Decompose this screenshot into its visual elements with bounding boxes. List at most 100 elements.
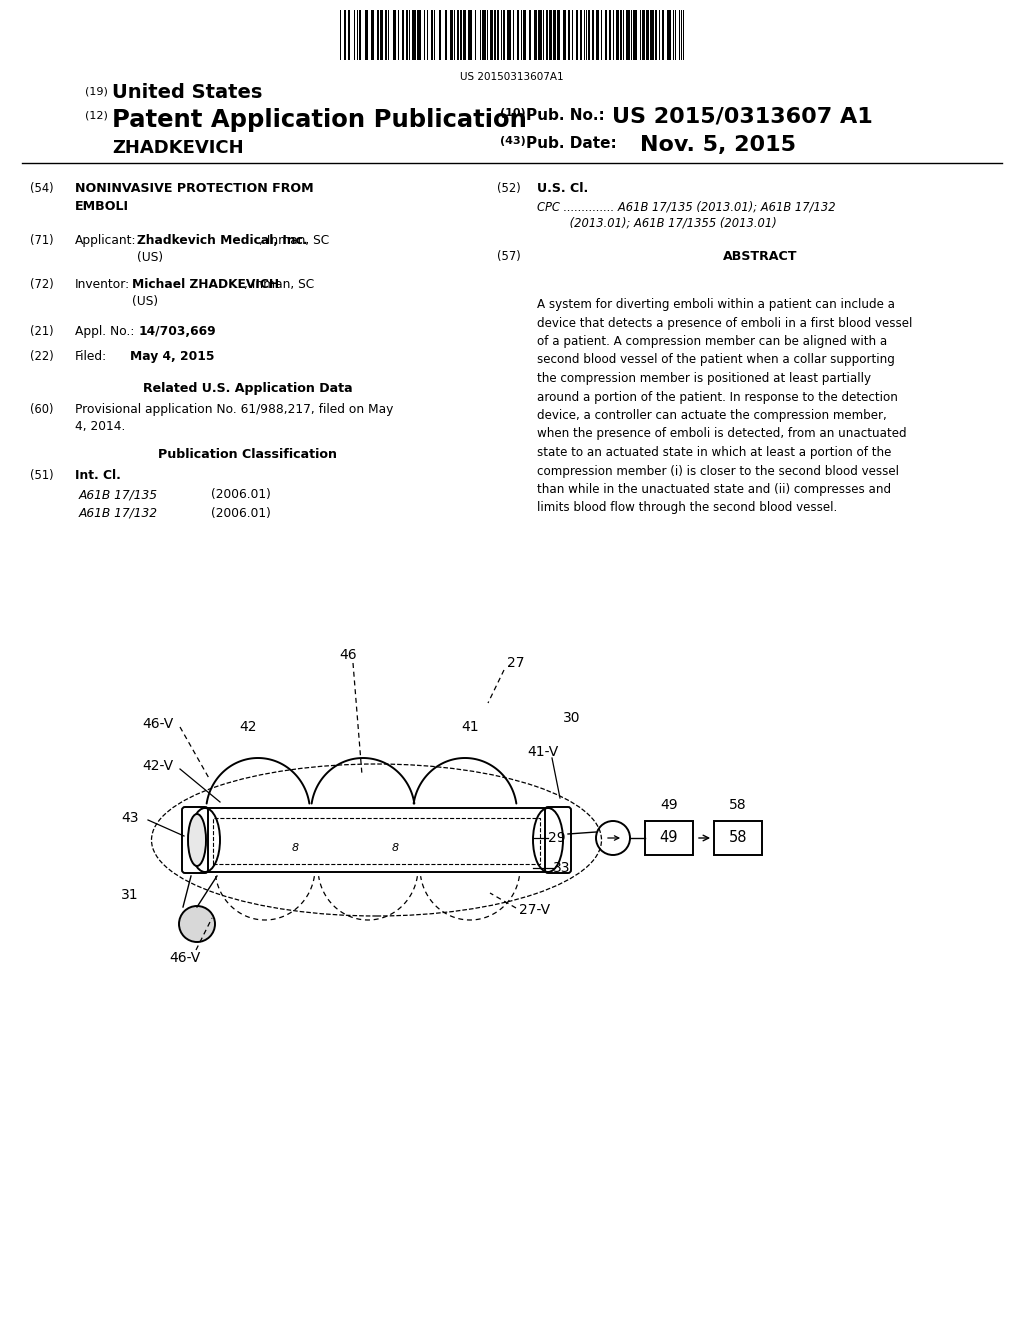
Bar bbox=[402, 11, 404, 59]
Text: (US): (US) bbox=[137, 251, 163, 264]
Text: (72): (72) bbox=[30, 279, 53, 290]
Text: 30: 30 bbox=[563, 711, 581, 725]
Text: Int. Cl.: Int. Cl. bbox=[75, 469, 121, 482]
Text: Inventor:: Inventor: bbox=[75, 279, 130, 290]
Bar bbox=[568, 11, 570, 59]
Bar bbox=[609, 11, 611, 59]
Text: , Inman, SC: , Inman, SC bbox=[244, 279, 314, 290]
Bar bbox=[534, 11, 537, 59]
Bar bbox=[365, 11, 368, 59]
Text: Michael ZHADKEVICH: Michael ZHADKEVICH bbox=[132, 279, 280, 290]
Text: (51): (51) bbox=[30, 469, 53, 482]
Text: state to an actuated state in which at least a portion of the: state to an actuated state in which at l… bbox=[537, 446, 891, 459]
Bar bbox=[507, 11, 511, 59]
Text: , Inman, SC: , Inman, SC bbox=[259, 234, 330, 247]
Text: Provisional application No. 61/988,217, filed on May: Provisional application No. 61/988,217, … bbox=[75, 403, 393, 416]
Text: Applicant:: Applicant: bbox=[75, 234, 136, 247]
Text: compression member (i) is closer to the second blood vessel: compression member (i) is closer to the … bbox=[537, 465, 899, 478]
Bar bbox=[439, 11, 441, 59]
Text: 58: 58 bbox=[729, 830, 748, 846]
Bar bbox=[377, 11, 379, 59]
Ellipse shape bbox=[179, 906, 215, 942]
Bar bbox=[538, 11, 542, 59]
Text: 49: 49 bbox=[660, 799, 678, 812]
Bar bbox=[633, 11, 637, 59]
Bar bbox=[646, 11, 649, 59]
Text: (22): (22) bbox=[30, 350, 53, 363]
Text: 14/703,669: 14/703,669 bbox=[139, 325, 217, 338]
Text: (21): (21) bbox=[30, 325, 53, 338]
Bar bbox=[667, 11, 671, 59]
Text: 8: 8 bbox=[292, 843, 299, 853]
Bar bbox=[523, 11, 526, 59]
Bar bbox=[588, 11, 590, 59]
Text: US 2015/0313607 A1: US 2015/0313607 A1 bbox=[612, 107, 872, 127]
Text: the compression member is positioned at least partially: the compression member is positioned at … bbox=[537, 372, 871, 385]
Text: U.S. Cl.: U.S. Cl. bbox=[537, 182, 588, 195]
Text: 42-V: 42-V bbox=[142, 759, 173, 774]
Text: 41: 41 bbox=[461, 719, 479, 734]
Text: Filed:: Filed: bbox=[75, 350, 108, 363]
Text: A61B 17/132: A61B 17/132 bbox=[79, 507, 158, 520]
Bar bbox=[482, 11, 486, 59]
Text: 27: 27 bbox=[507, 656, 524, 671]
Text: (71): (71) bbox=[30, 234, 53, 247]
Text: 8: 8 bbox=[391, 843, 398, 853]
Text: than while in the unactuated state and (ii) compresses and: than while in the unactuated state and (… bbox=[537, 483, 891, 496]
Bar bbox=[605, 11, 607, 59]
Bar bbox=[563, 11, 566, 59]
Bar bbox=[460, 11, 462, 59]
Bar bbox=[503, 11, 505, 59]
Bar bbox=[549, 11, 552, 59]
Text: A system for diverting emboli within a patient can include a: A system for diverting emboli within a p… bbox=[537, 298, 895, 312]
Text: Related U.S. Application Data: Related U.S. Application Data bbox=[143, 381, 353, 395]
Bar bbox=[431, 11, 433, 59]
Text: (43): (43) bbox=[500, 136, 525, 147]
Bar bbox=[620, 11, 622, 59]
Bar bbox=[490, 11, 493, 59]
Text: (52): (52) bbox=[497, 182, 521, 195]
Ellipse shape bbox=[188, 814, 206, 866]
Bar bbox=[642, 11, 645, 59]
Bar bbox=[371, 11, 374, 59]
Text: (12): (12) bbox=[85, 111, 108, 121]
Bar bbox=[650, 11, 654, 59]
Text: 46-V: 46-V bbox=[169, 950, 201, 965]
Text: 58: 58 bbox=[729, 799, 746, 812]
Bar bbox=[575, 11, 578, 59]
Text: A61B 17/135: A61B 17/135 bbox=[79, 488, 158, 502]
Text: CPC .............. A61B 17/135 (2013.01); A61B 17/132: CPC .............. A61B 17/135 (2013.01)… bbox=[537, 201, 836, 213]
Text: 46-V: 46-V bbox=[142, 717, 174, 731]
Text: ZHADKEVICH: ZHADKEVICH bbox=[112, 139, 244, 157]
Text: (US): (US) bbox=[132, 294, 158, 308]
Text: (54): (54) bbox=[30, 182, 53, 195]
Text: 27-V: 27-V bbox=[519, 903, 551, 917]
Text: device, a controller can actuate the compression member,: device, a controller can actuate the com… bbox=[537, 409, 887, 422]
Text: of a patient. A compression member can be aligned with a: of a patient. A compression member can b… bbox=[537, 335, 887, 348]
Text: United States: United States bbox=[112, 83, 262, 102]
Text: 49: 49 bbox=[659, 830, 678, 846]
Bar bbox=[553, 11, 556, 59]
Text: 33: 33 bbox=[553, 861, 570, 875]
Text: (2006.01): (2006.01) bbox=[211, 507, 271, 520]
Bar bbox=[616, 11, 618, 59]
Bar bbox=[662, 11, 664, 59]
Text: US 20150313607A1: US 20150313607A1 bbox=[460, 73, 564, 82]
Bar bbox=[348, 11, 350, 59]
Text: Publication Classification: Publication Classification bbox=[159, 447, 338, 461]
Bar bbox=[412, 11, 416, 59]
Bar bbox=[546, 11, 548, 59]
Bar bbox=[580, 11, 582, 59]
Text: limits blood flow through the second blood vessel.: limits blood flow through the second blo… bbox=[537, 502, 838, 515]
Text: second blood vessel of the patient when a collar supporting: second blood vessel of the patient when … bbox=[537, 354, 895, 367]
Text: 29: 29 bbox=[548, 832, 566, 845]
Text: Patent Application Publication: Patent Application Publication bbox=[112, 108, 527, 132]
Text: when the presence of emboli is detected, from an unactuated: when the presence of emboli is detected,… bbox=[537, 428, 906, 441]
Text: device that detects a presence of emboli in a first blood vessel: device that detects a presence of emboli… bbox=[537, 317, 912, 330]
Text: ABSTRACT: ABSTRACT bbox=[723, 249, 798, 263]
Bar bbox=[344, 11, 346, 59]
Bar bbox=[592, 11, 594, 59]
Bar bbox=[557, 11, 560, 59]
Text: 31: 31 bbox=[121, 888, 139, 902]
Bar bbox=[529, 11, 531, 59]
